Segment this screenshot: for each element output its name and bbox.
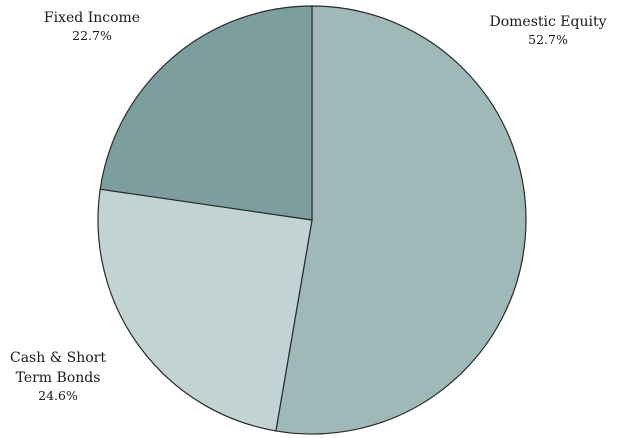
slice-value-0: 52.7% (528, 32, 568, 47)
slice-label-0: Domestic Equity 52.7% (489, 14, 606, 47)
slice-name-0-line-0: Domestic Equity (489, 14, 606, 30)
pie-slice-1 (97, 188, 313, 432)
slice-value-2: 22.7% (72, 28, 112, 43)
slice-value-1: 24.6% (38, 388, 78, 403)
pie-labels: Domestic Equity 52.7% Cash & Short Term Bon… (10, 10, 607, 403)
pie-slice-0 (275, 5, 527, 435)
pie-slice-2 (99, 5, 313, 221)
slice-name-1-line-1: Term Bonds (16, 370, 101, 386)
slice-label-2: Fixed Income 22.7% (44, 10, 140, 43)
slice-label-1: Cash & Short Term Bonds 24.6% (10, 350, 106, 403)
slice-name-2-line-0: Fixed Income (44, 10, 140, 26)
slice-name-1-line-0: Cash & Short (10, 350, 106, 366)
pie-slices (97, 5, 527, 435)
